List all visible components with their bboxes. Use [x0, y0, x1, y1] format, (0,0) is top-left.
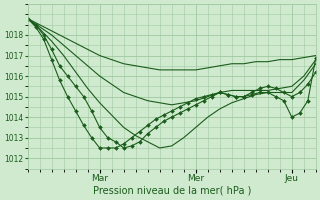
X-axis label: Pression niveau de la mer( hPa ): Pression niveau de la mer( hPa )	[92, 186, 251, 196]
